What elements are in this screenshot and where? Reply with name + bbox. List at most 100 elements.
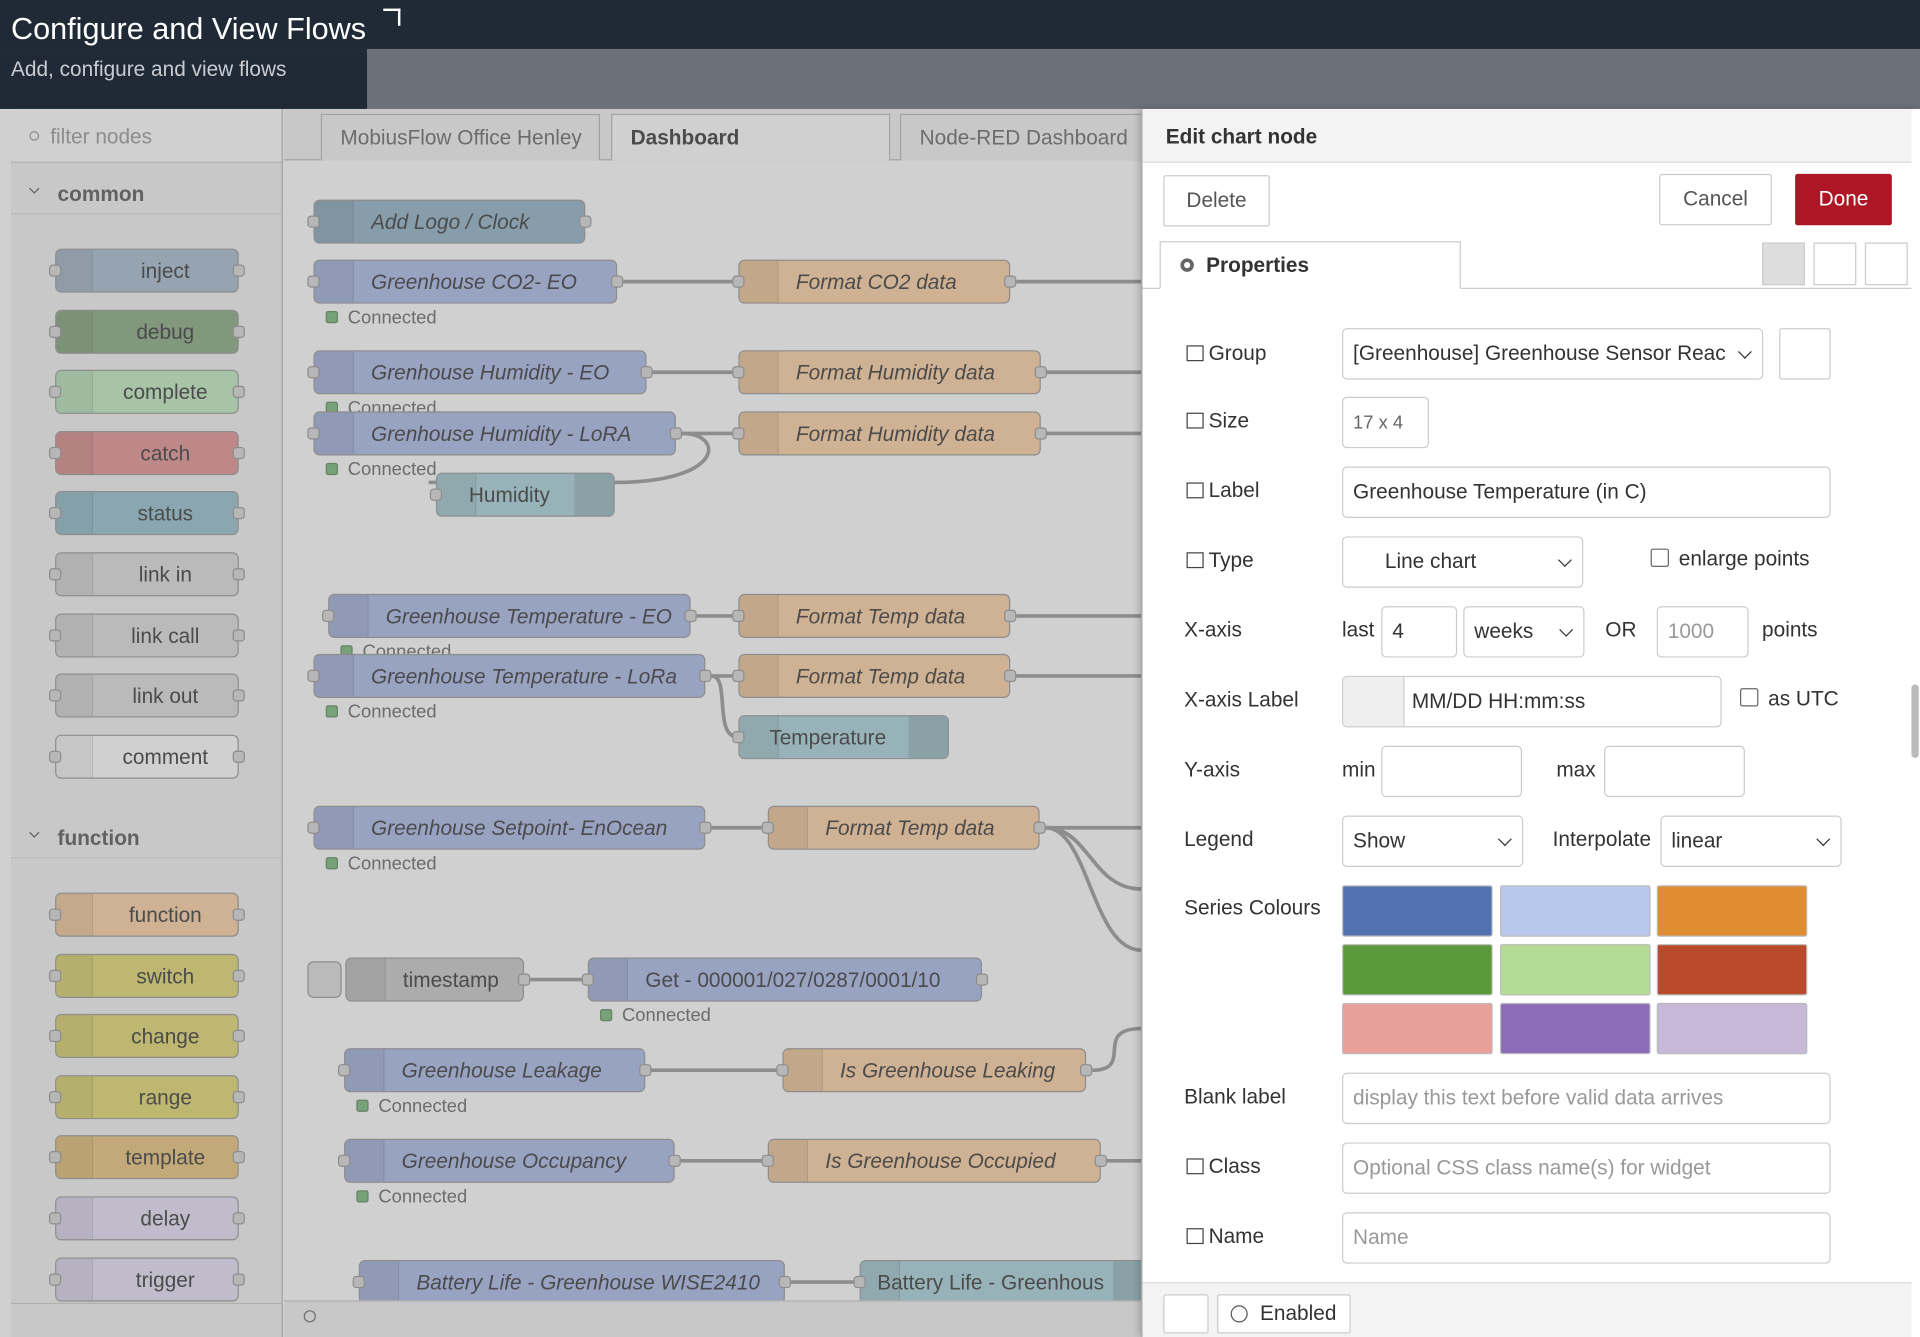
flow-node[interactable]: Format Temp data xyxy=(732,653,1017,698)
field-label: Type xyxy=(1208,548,1254,572)
tab-icon-button[interactable] xyxy=(1762,242,1805,286)
palette-node[interactable]: function xyxy=(48,892,245,937)
node-icon-area xyxy=(56,954,94,997)
colour-swatch[interactable] xyxy=(1656,1002,1808,1055)
properties-tab[interactable]: Properties xyxy=(1159,241,1461,289)
palette-node[interactable]: complete xyxy=(48,370,245,415)
tab-icon-button[interactable] xyxy=(1813,242,1857,286)
palette-node[interactable]: change xyxy=(48,1014,245,1059)
port xyxy=(1004,275,1017,288)
palette-node[interactable]: link in xyxy=(48,552,245,597)
enlarge-points[interactable]: enlarge points xyxy=(1650,547,1810,571)
flow-node[interactable]: Battery Life - Greenhouse WISE2410 xyxy=(352,1260,792,1301)
colour-swatch[interactable] xyxy=(1342,944,1493,996)
colour-swatch[interactable] xyxy=(1656,885,1808,937)
filter-box[interactable] xyxy=(11,108,282,163)
palette-node[interactable]: switch xyxy=(48,953,245,998)
palette-node[interactable]: link call xyxy=(48,612,245,658)
inject-button[interactable] xyxy=(307,961,342,998)
delete-button[interactable]: Delete xyxy=(1163,175,1270,227)
colour-swatch[interactable] xyxy=(1656,944,1808,996)
palette-node[interactable]: template xyxy=(48,1135,245,1180)
format-dropdown[interactable] xyxy=(1343,677,1405,727)
flow-tab[interactable]: MobiusFlow Office Henley xyxy=(320,113,601,161)
flow-node[interactable]: timestamp xyxy=(307,957,531,1002)
palette-node[interactable]: range xyxy=(48,1074,245,1119)
flow-tab[interactable]: Node-RED Dashboard xyxy=(900,113,1142,161)
palette-node[interactable]: inject xyxy=(48,248,245,293)
flow-node[interactable]: Format Humidity data xyxy=(732,411,1047,456)
flow-node[interactable]: Greenhouse Temperature - EO xyxy=(322,593,697,638)
flow-node[interactable]: Greenhouse CO2- EO xyxy=(307,259,624,304)
flow-node[interactable]: Format Temp data xyxy=(761,805,1046,850)
colour-swatch[interactable] xyxy=(1499,885,1651,937)
label-input[interactable]: Greenhouse Temperature (in C) xyxy=(1342,466,1831,518)
blank-label-input[interactable]: display this text before valid data arri… xyxy=(1342,1072,1831,1125)
class-input[interactable]: Optional CSS class name(s) for widget xyxy=(1342,1142,1831,1194)
palette-node[interactable]: comment xyxy=(48,734,245,779)
checkbox[interactable] xyxy=(1740,688,1759,707)
flow-node[interactable]: Humidity xyxy=(429,472,615,517)
flow-node[interactable]: Battery Life - Greenhous xyxy=(853,1260,1142,1301)
palette-node[interactable]: status xyxy=(48,491,245,536)
flow-tab[interactable]: Dashboard xyxy=(611,113,891,161)
flow-node[interactable]: Get - 000001/027/0287/0001/10 xyxy=(581,957,989,1002)
edit-group-button[interactable] xyxy=(1779,328,1831,380)
as-utc[interactable]: as UTC xyxy=(1740,687,1839,711)
x-axis-format[interactable]: MM/DD HH:mm:ss xyxy=(1342,675,1722,728)
palette-node[interactable]: trigger xyxy=(48,1257,245,1302)
colour-swatch[interactable] xyxy=(1342,885,1493,937)
type-select[interactable]: Line chart xyxy=(1342,536,1584,588)
palette-node[interactable]: delay xyxy=(48,1196,245,1241)
select-caret xyxy=(1557,553,1572,568)
flow-node[interactable]: Grenhouse Humidity - EO xyxy=(307,350,653,395)
x-axis-count[interactable]: 4 xyxy=(1381,606,1458,658)
flow-node[interactable]: Is Greenhouse Leaking xyxy=(776,1048,1093,1093)
node-icon-area xyxy=(56,735,94,778)
toggle-circle xyxy=(1230,1305,1248,1323)
interpolate-select[interactable]: linear xyxy=(1660,815,1842,867)
size-button[interactable]: 17 x 4 xyxy=(1342,396,1429,449)
legend-select[interactable]: Show xyxy=(1342,815,1524,867)
palette-node[interactable]: catch xyxy=(48,430,245,475)
colour-swatch[interactable] xyxy=(1342,1002,1493,1055)
flow-node[interactable]: Add Logo / Clock xyxy=(307,199,592,244)
port xyxy=(48,568,62,581)
flow-node[interactable]: Greenhouse Temperature - LoRa xyxy=(307,653,712,698)
zoom-search[interactable] xyxy=(303,1310,316,1323)
flow-node[interactable]: Greenhouse Occupancy xyxy=(337,1138,681,1183)
flow-node[interactable]: Format Humidity data xyxy=(732,350,1047,395)
palette-node[interactable]: debug xyxy=(48,309,245,354)
help-button[interactable] xyxy=(1163,1294,1209,1334)
colour-swatch[interactable] xyxy=(1499,1002,1651,1055)
name-input[interactable]: Name xyxy=(1342,1212,1831,1264)
checkbox[interactable] xyxy=(1650,548,1669,567)
enabled-toggle[interactable]: Enabled xyxy=(1217,1294,1351,1334)
field-label: Group xyxy=(1208,341,1267,365)
y-axis-min[interactable] xyxy=(1381,745,1523,798)
flow-node[interactable]: Greenhouse Setpoint- EnOcean xyxy=(307,805,712,850)
category-header[interactable] xyxy=(11,173,282,215)
y-axis-max[interactable] xyxy=(1604,745,1745,798)
palette-node[interactable]: link out xyxy=(48,673,245,718)
cancel-button[interactable]: Cancel xyxy=(1659,173,1772,226)
flow-node[interactable]: Format Temp data xyxy=(732,593,1017,638)
node-icon-area xyxy=(56,1197,94,1240)
colour-swatch[interactable] xyxy=(1499,944,1651,996)
flow-node[interactable]: Temperature xyxy=(732,715,949,760)
node-icon-area xyxy=(314,655,354,697)
tab-icon-button[interactable] xyxy=(1864,242,1908,286)
done-button[interactable]: Done xyxy=(1795,173,1892,226)
flow-node[interactable]: Format CO2 data xyxy=(732,259,1017,304)
flow-node[interactable]: Greenhouse Leakage xyxy=(337,1048,652,1093)
category-header[interactable] xyxy=(11,817,282,859)
status-dot xyxy=(325,311,338,324)
flow-node[interactable]: Is Greenhouse Occupied xyxy=(761,1138,1107,1183)
palette-node-label: range xyxy=(138,1085,192,1110)
expand-icon[interactable] xyxy=(383,8,401,26)
flow-node[interactable]: Grenhouse Humidity - LoRA xyxy=(307,411,683,456)
node-icon-area xyxy=(56,371,94,413)
group-select[interactable]: [Greenhouse] Greenhouse Sensor Reac xyxy=(1342,328,1764,380)
x-axis-points[interactable]: 1000 xyxy=(1656,606,1749,658)
x-axis-unit[interactable]: weeks xyxy=(1463,606,1585,658)
